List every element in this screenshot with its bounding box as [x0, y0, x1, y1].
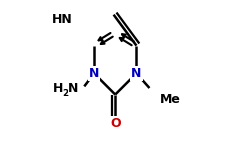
Text: N: N — [131, 67, 142, 80]
Text: N: N — [89, 67, 99, 80]
Text: 2: 2 — [62, 89, 68, 98]
Text: O: O — [110, 117, 121, 130]
Text: N: N — [68, 82, 78, 95]
Text: HN: HN — [52, 13, 73, 26]
Text: H: H — [53, 82, 64, 95]
Text: Me: Me — [160, 93, 181, 106]
